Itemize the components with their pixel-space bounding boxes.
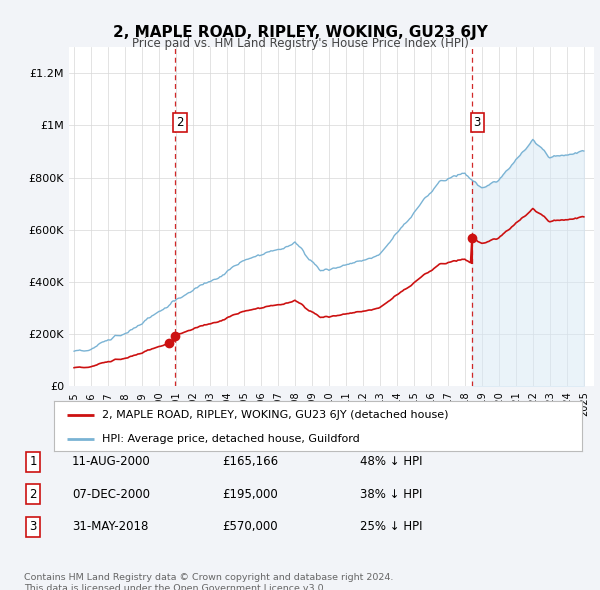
Text: 2, MAPLE ROAD, RIPLEY, WOKING, GU23 6JY: 2, MAPLE ROAD, RIPLEY, WOKING, GU23 6JY <box>113 25 487 40</box>
Text: 2, MAPLE ROAD, RIPLEY, WOKING, GU23 6JY (detached house): 2, MAPLE ROAD, RIPLEY, WOKING, GU23 6JY … <box>101 410 448 420</box>
Text: 3: 3 <box>473 116 481 129</box>
Text: 07-DEC-2000: 07-DEC-2000 <box>72 488 150 501</box>
Text: 1: 1 <box>29 455 37 468</box>
Text: £165,166: £165,166 <box>222 455 278 468</box>
Text: 31-MAY-2018: 31-MAY-2018 <box>72 520 148 533</box>
Text: £570,000: £570,000 <box>222 520 278 533</box>
Text: Contains HM Land Registry data © Crown copyright and database right 2024.
This d: Contains HM Land Registry data © Crown c… <box>24 573 394 590</box>
Text: 2: 2 <box>176 116 184 129</box>
Text: 11-AUG-2000: 11-AUG-2000 <box>72 455 151 468</box>
Text: 2: 2 <box>29 488 37 501</box>
Text: 38% ↓ HPI: 38% ↓ HPI <box>360 488 422 501</box>
Text: Price paid vs. HM Land Registry's House Price Index (HPI): Price paid vs. HM Land Registry's House … <box>131 37 469 50</box>
Text: 3: 3 <box>29 520 37 533</box>
Text: 25% ↓ HPI: 25% ↓ HPI <box>360 520 422 533</box>
Text: 48% ↓ HPI: 48% ↓ HPI <box>360 455 422 468</box>
Text: HPI: Average price, detached house, Guildford: HPI: Average price, detached house, Guil… <box>101 434 359 444</box>
Text: £195,000: £195,000 <box>222 488 278 501</box>
